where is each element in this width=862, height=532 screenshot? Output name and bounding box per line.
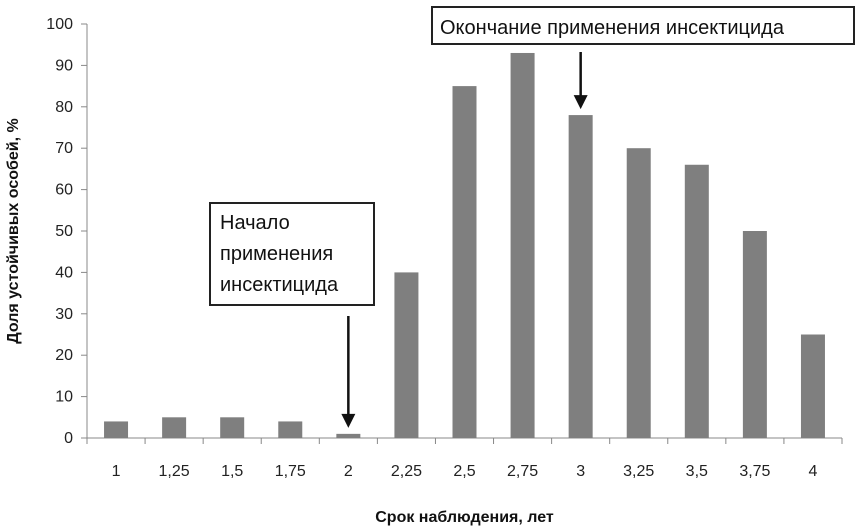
- x-tick-label: 2,5: [453, 463, 475, 480]
- bar-1: [104, 421, 129, 438]
- y-tick-label: 70: [55, 140, 73, 157]
- bar-2,75: [510, 52, 535, 438]
- y-tick-label: 100: [46, 16, 73, 33]
- y-tick-label: 30: [55, 306, 73, 323]
- x-tick-label: 4: [809, 463, 818, 480]
- bar-1,75: [278, 421, 303, 438]
- bar-3,5: [684, 164, 709, 438]
- x-tick-label: 1,25: [159, 463, 190, 480]
- annotation-text: применения: [220, 243, 333, 265]
- annotation-box: [431, 6, 855, 45]
- y-tick-label: 0: [64, 430, 73, 447]
- bar-1,5: [220, 417, 245, 438]
- annotation-arrowhead: [341, 413, 356, 428]
- bar-3,25: [626, 148, 651, 438]
- annotation-1: Окончание применения инсектицида: [431, 6, 855, 110]
- x-tick-label: 1: [112, 463, 121, 480]
- bar-3: [568, 115, 593, 438]
- x-tick-label: 2,75: [507, 463, 538, 480]
- y-axis-title: Доля устойчивых особей, %: [5, 118, 22, 343]
- x-tick-label: 3,75: [739, 463, 770, 480]
- y-axis: 0 10 20 30 40 50 60 70 80 90 100: [46, 16, 88, 447]
- annotation-arrowhead: [573, 95, 588, 110]
- bar-1,25: [162, 417, 187, 438]
- x-tick-label: 2: [344, 463, 353, 480]
- x-tick-label: 3,25: [623, 463, 654, 480]
- annotation-text: Начало: [220, 212, 290, 234]
- annotation-0: Начало применения инсектицида: [209, 202, 375, 428]
- bar-3,75: [742, 231, 767, 438]
- bar-4: [800, 334, 825, 438]
- y-tick-label: 20: [55, 347, 73, 364]
- bar-2,25: [394, 272, 419, 438]
- y-tick-label: 10: [55, 389, 73, 406]
- x-tick-label: 3,5: [686, 463, 708, 480]
- x-axis: 1 1,25 1,5 1,75 2 2,25 2,5 2,75 3 3,25 3,5 3,75 4: [86, 437, 843, 480]
- annotation-text: инсектицида: [220, 274, 339, 296]
- x-axis-title: Срок наблюдения, лет: [375, 509, 554, 526]
- bar-2: [336, 433, 361, 438]
- x-tick-label: 2,25: [391, 463, 422, 480]
- annotations: Начало применения инсектицида Окончание при…: [209, 6, 855, 428]
- annotation-box: [209, 202, 375, 306]
- x-tick-label: 1,75: [275, 463, 306, 480]
- x-tick-label: 1,5: [221, 463, 243, 480]
- y-tick-label: 50: [55, 223, 73, 240]
- y-tick-label: 90: [55, 57, 73, 74]
- x-tick-label: 3: [576, 463, 585, 480]
- y-tick-label: 40: [55, 264, 73, 281]
- bar-2,5: [452, 86, 477, 438]
- annotation-text: Окончание применения инсектицида: [440, 17, 785, 39]
- y-tick-label: 80: [55, 99, 73, 116]
- bars: [104, 52, 825, 438]
- y-tick-label: 60: [55, 182, 73, 199]
